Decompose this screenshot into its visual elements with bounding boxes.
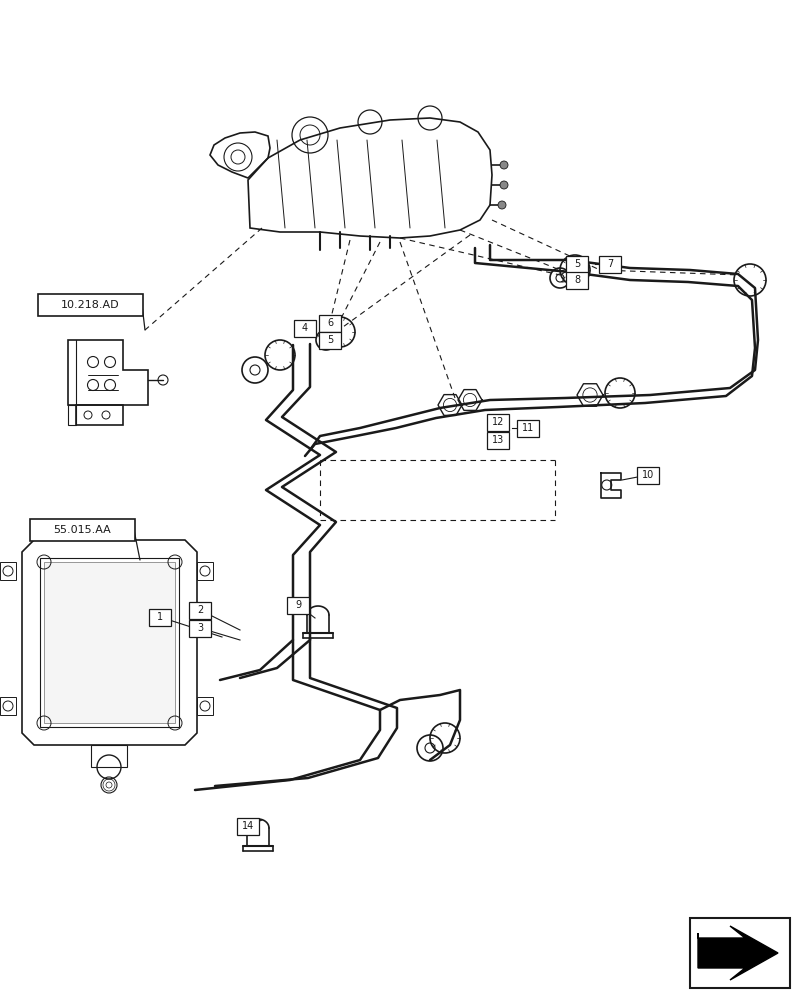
FancyBboxPatch shape (487, 432, 509, 448)
Text: 1: 1 (157, 612, 163, 622)
FancyBboxPatch shape (237, 818, 259, 834)
FancyBboxPatch shape (319, 332, 341, 349)
Circle shape (498, 201, 506, 209)
Text: 9: 9 (295, 600, 301, 610)
Circle shape (500, 181, 508, 189)
Text: 4: 4 (302, 323, 308, 333)
FancyBboxPatch shape (566, 271, 588, 288)
Circle shape (500, 161, 508, 169)
Text: 6: 6 (327, 318, 333, 328)
FancyBboxPatch shape (91, 745, 127, 767)
FancyBboxPatch shape (44, 562, 175, 723)
FancyBboxPatch shape (197, 562, 213, 580)
Text: 7: 7 (607, 259, 613, 269)
FancyBboxPatch shape (30, 519, 134, 541)
FancyBboxPatch shape (197, 697, 213, 715)
Text: 5: 5 (574, 259, 580, 269)
FancyBboxPatch shape (637, 466, 659, 484)
FancyBboxPatch shape (294, 320, 316, 336)
FancyBboxPatch shape (319, 314, 341, 332)
Text: 14: 14 (242, 821, 255, 831)
Text: 2: 2 (197, 605, 203, 615)
Text: 10: 10 (642, 470, 654, 480)
Text: 11: 11 (522, 423, 534, 433)
Text: 55.015.AA: 55.015.AA (53, 525, 111, 535)
FancyBboxPatch shape (189, 601, 211, 618)
FancyBboxPatch shape (690, 918, 790, 988)
FancyBboxPatch shape (0, 697, 16, 715)
Text: 12: 12 (492, 417, 504, 427)
FancyBboxPatch shape (599, 255, 621, 272)
FancyBboxPatch shape (287, 596, 309, 613)
Text: 13: 13 (492, 435, 504, 445)
FancyBboxPatch shape (37, 294, 142, 316)
Text: 3: 3 (197, 623, 203, 633)
Text: 8: 8 (574, 275, 580, 285)
Text: 10.218.AD: 10.218.AD (61, 300, 120, 310)
FancyBboxPatch shape (566, 255, 588, 272)
Text: 5: 5 (327, 335, 333, 345)
FancyBboxPatch shape (149, 608, 171, 626)
FancyBboxPatch shape (189, 619, 211, 637)
Polygon shape (698, 926, 778, 980)
FancyBboxPatch shape (517, 420, 539, 436)
FancyBboxPatch shape (487, 414, 509, 430)
FancyBboxPatch shape (0, 562, 16, 580)
